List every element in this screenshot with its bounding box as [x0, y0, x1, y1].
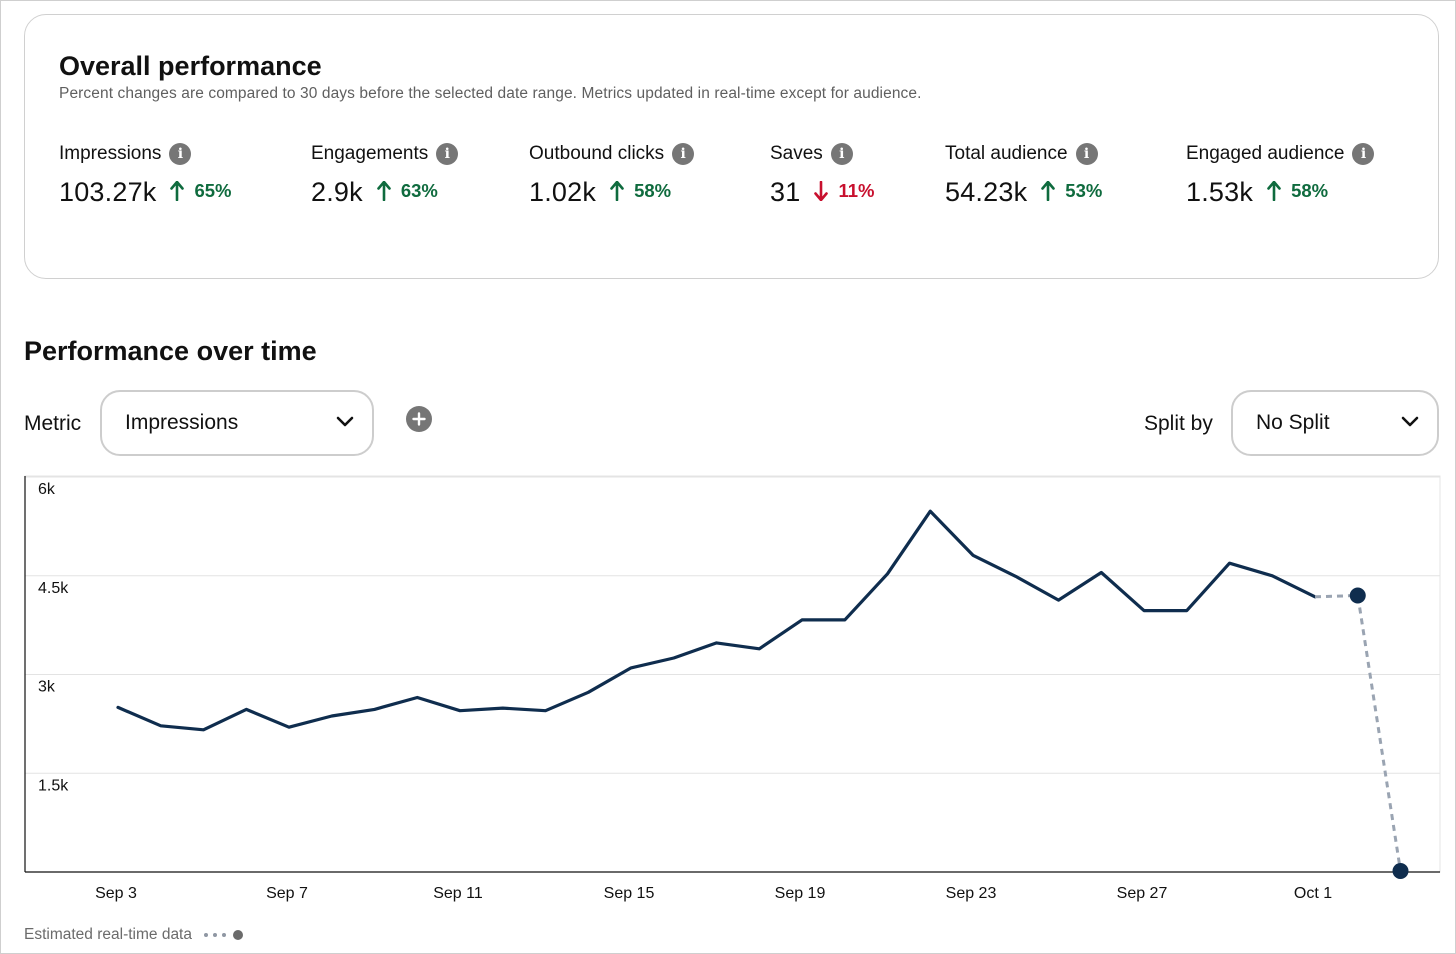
- plus-icon: [412, 412, 426, 426]
- x-tick-label: Sep 27: [1117, 885, 1168, 902]
- x-tick-label: Sep 7: [266, 885, 308, 902]
- arrow-up-icon: [1041, 181, 1056, 201]
- y-tick-label: 4.5k: [38, 580, 69, 597]
- metric-engaged-audience: Engaged audience i 1.53k 58%: [1186, 141, 1375, 208]
- chevron-down-icon: [336, 416, 354, 427]
- metric-value: 54.23k: [945, 177, 1028, 207]
- x-tick-label: Sep 11: [433, 885, 483, 902]
- metric-change-value: 58%: [634, 180, 672, 201]
- arrow-up-icon: [170, 181, 185, 201]
- metric-label: Outbound clicks: [529, 143, 665, 164]
- overall-performance-title: Overall performance: [59, 51, 322, 81]
- dotted-line-icon: [204, 930, 243, 940]
- metric-change-value: 53%: [1065, 180, 1103, 201]
- arrow-up-icon: [377, 181, 391, 201]
- metric-change-value: 65%: [194, 180, 232, 201]
- metric-change: 58%: [610, 180, 671, 202]
- metric-impressions: Impressions i 103.27k 65%: [59, 141, 232, 208]
- info-icon[interactable]: i: [1352, 143, 1375, 165]
- overall-performance-card: Overall performance Percent changes are …: [24, 14, 1439, 279]
- estimated-line: [1314, 594, 1402, 872]
- metric-label: Impressions: [59, 143, 162, 164]
- arrow-up-icon: [610, 181, 624, 201]
- metric-change: 58%: [1267, 180, 1328, 202]
- chevron-down-icon: [1401, 416, 1419, 427]
- x-tick-label: Oct 1: [1294, 885, 1332, 902]
- metric-value: 103.27k: [59, 177, 157, 207]
- metric-change: 63%: [377, 180, 438, 202]
- metric-change-value: 11%: [838, 180, 875, 201]
- metric-engagements: Engagements i 2.9k 63%: [311, 141, 459, 208]
- x-tick-label: Sep 15: [604, 885, 655, 902]
- performance-chart: 1.5k 3k 4.5k 6k Sep 3 Sep 7 Sep 11 Sep 15 Sep 19…: [24, 475, 1441, 902]
- y-tick-label: 3k: [38, 679, 56, 696]
- x-tick-label: Sep 23: [946, 885, 997, 902]
- y-tick-label: 6k: [38, 481, 56, 498]
- metric-select-value: Impressions: [125, 411, 239, 434]
- estimated-point: [1392, 863, 1409, 879]
- split-by-select-value: No Split: [1256, 411, 1330, 434]
- performance-over-time-title: Performance over time: [24, 336, 317, 366]
- info-icon[interactable]: i: [436, 143, 459, 165]
- metric-change-value: 63%: [400, 180, 438, 201]
- metric-change: 53%: [1041, 180, 1102, 202]
- info-icon[interactable]: i: [672, 143, 695, 165]
- split-by-label: Split by: [1144, 412, 1213, 435]
- x-tick-label: Sep 3: [95, 885, 137, 902]
- arrow-down-icon: [814, 181, 829, 201]
- x-tick-label: Sep 19: [775, 885, 826, 902]
- metric-change: 65%: [170, 180, 232, 202]
- arrow-up-icon: [1267, 181, 1281, 201]
- add-metric-button[interactable]: [406, 406, 432, 432]
- metric-change-value: 58%: [1291, 180, 1329, 201]
- metric-label: Metric: [24, 412, 82, 435]
- metric-label: Saves: [770, 143, 823, 164]
- split-by-select[interactable]: No Split: [1231, 390, 1439, 456]
- metric-label: Engaged audience: [1186, 143, 1345, 164]
- estimated-point: [1349, 587, 1366, 604]
- metric-change: 11%: [814, 180, 874, 202]
- y-tick-label: 1.5k: [38, 777, 69, 794]
- overall-performance-subtitle: Percent changes are compared to 30 days …: [59, 85, 922, 102]
- metric-value: 1.02k: [529, 177, 597, 207]
- metric-saves: Saves i 31 11%: [770, 141, 874, 208]
- legend-label: Estimated real-time data: [24, 926, 192, 943]
- metric-value: 2.9k: [311, 177, 363, 207]
- info-icon[interactable]: i: [830, 143, 853, 165]
- chart-legend: Estimated real-time data: [24, 926, 243, 944]
- metric-outbound-clicks: Outbound clicks i 1.02k 58%: [529, 141, 695, 208]
- metric-label: Total audience: [945, 143, 1068, 164]
- info-icon[interactable]: i: [1075, 143, 1098, 165]
- metric-value: 31: [770, 177, 801, 207]
- metric-select[interactable]: Impressions: [100, 390, 374, 456]
- metric-total-audience: Total audience i 54.23k 53%: [945, 141, 1102, 208]
- metric-label: Engagements: [311, 143, 429, 164]
- impressions-line: [116, 509, 1317, 732]
- metric-value: 1.53k: [1186, 177, 1254, 207]
- info-icon[interactable]: i: [169, 143, 192, 165]
